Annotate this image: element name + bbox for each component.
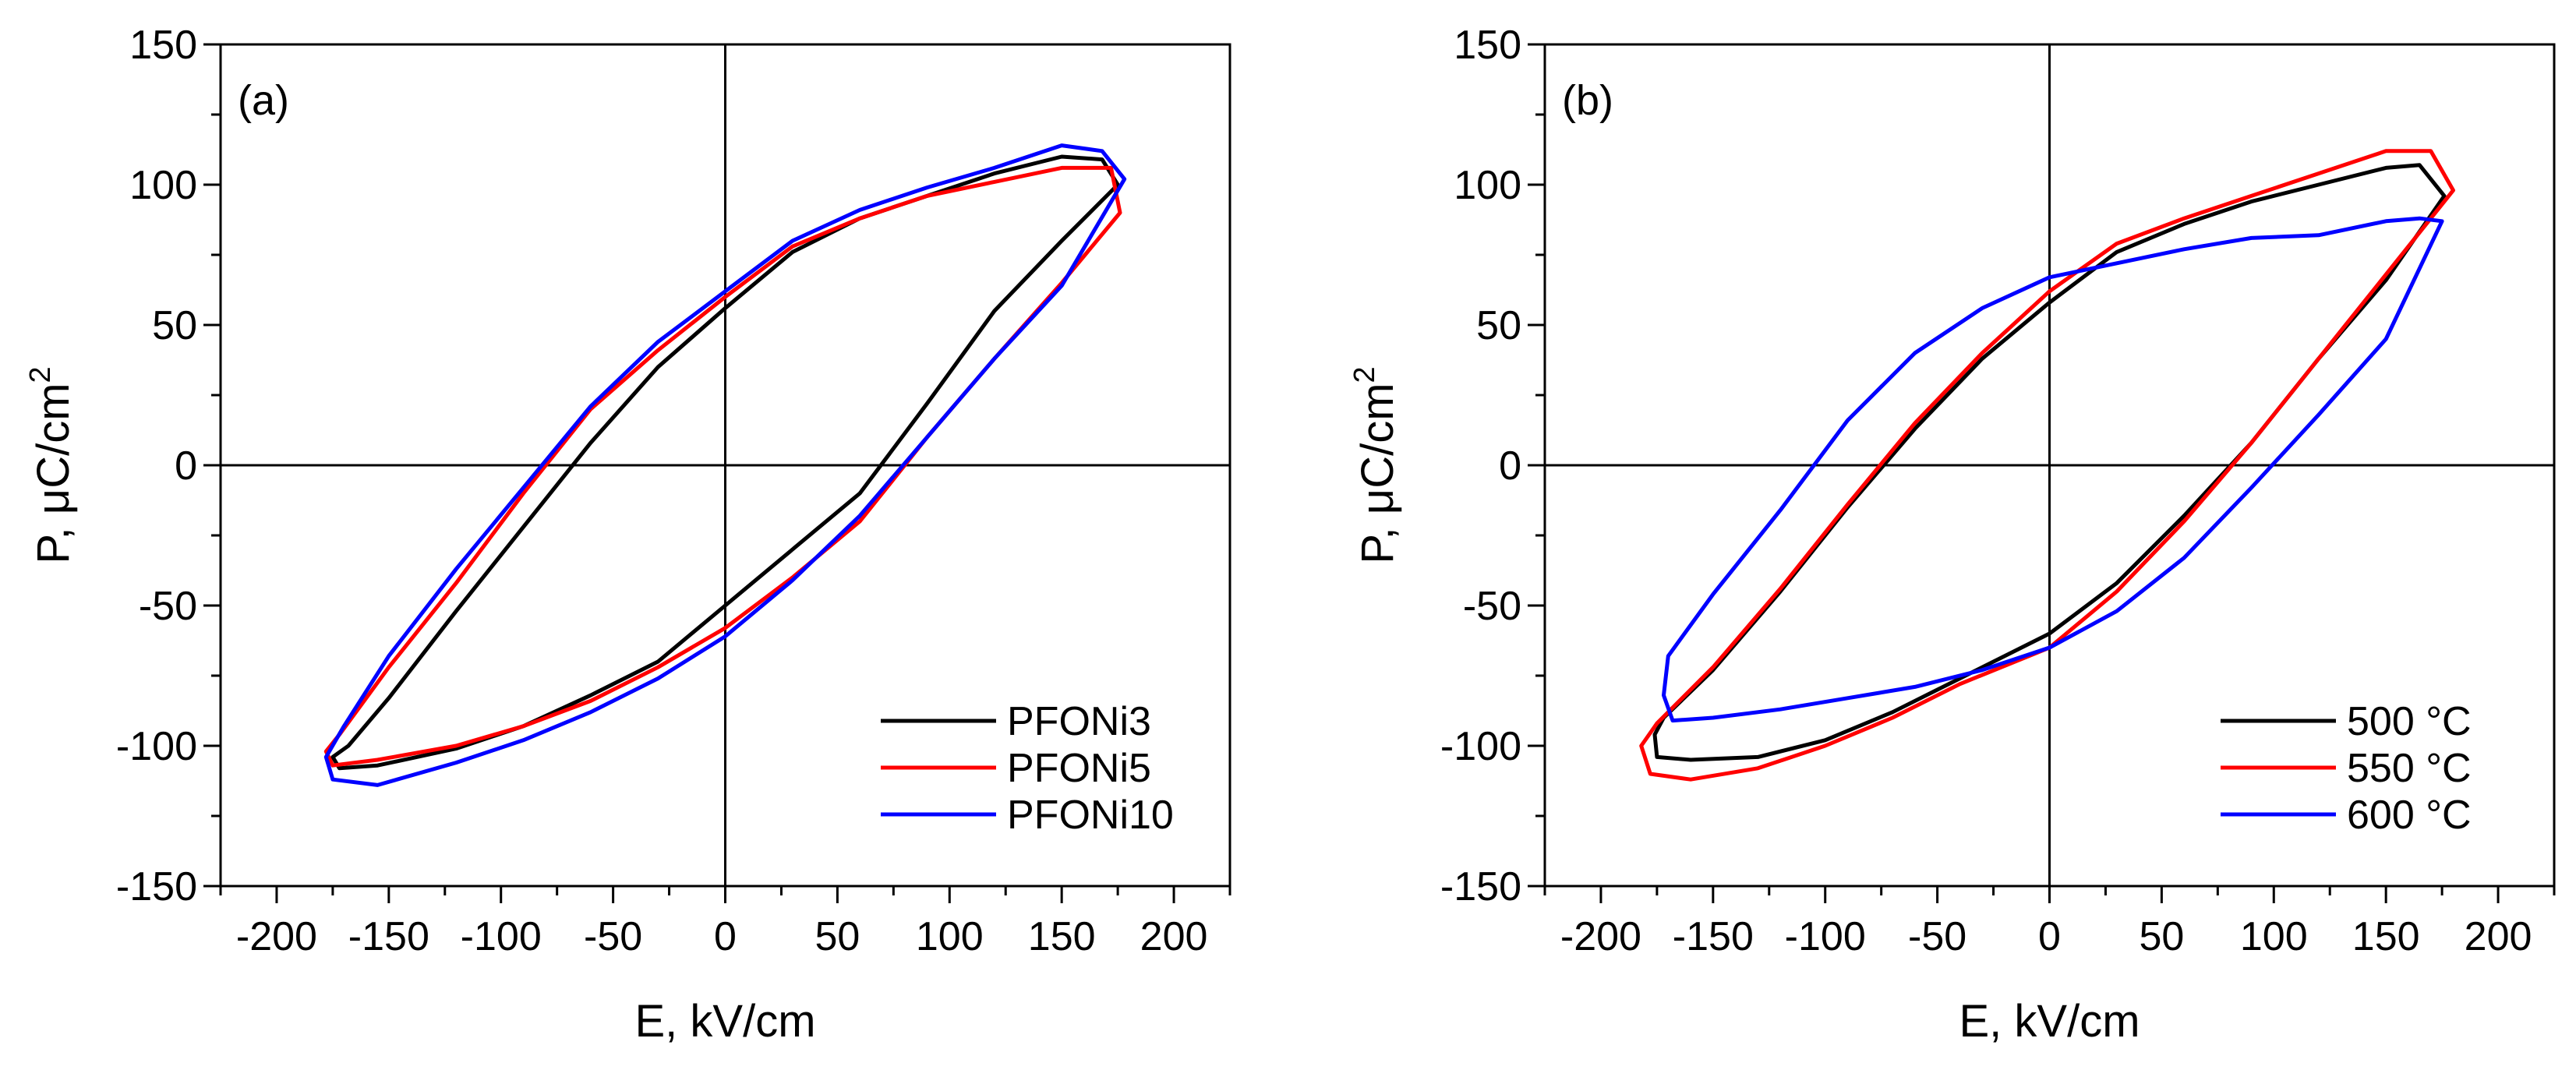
x-tick-label: 150 [2352, 914, 2420, 959]
x-tick-label: -50 [1908, 914, 1966, 959]
y-axis-label: P, μC/cm2 [1348, 366, 1403, 563]
y-tick-label: -150 [116, 864, 197, 909]
legend-label: PFONi5 [1007, 746, 1151, 791]
series-line-pfoni10 [323, 143, 1127, 787]
chart-panel-b: -200 -150 -100 -50 0 50 100 150 200 -150 -100 -50 0 5… [1348, 23, 2556, 1047]
x-tick-label: -100 [1785, 914, 1866, 959]
y-tick-label: 100 [129, 163, 197, 208]
y-tick-label: 150 [129, 23, 197, 68]
y-tick-label: -50 [139, 584, 197, 629]
x-tick-label: 0 [714, 914, 737, 959]
x-tick-label: 0 [2038, 914, 2061, 959]
chart-panel-a: -200 -150 -100 -50 0 50 100 150 200 -150 -100 -50 0 5… [24, 23, 1231, 1047]
x-tick-label: 50 [814, 914, 860, 959]
y-axis-label-text: P, μC/cm [28, 383, 79, 563]
y-tick-label: -100 [116, 724, 197, 769]
y-axis-label-text: P, μC/cm [1352, 383, 1403, 563]
y-tick-label: 0 [175, 443, 197, 489]
x-axis-label: E, kV/cm [634, 996, 815, 1047]
x-axis-label: E, kV/cm [1959, 996, 2140, 1047]
x-tick-label: 100 [916, 914, 984, 959]
x-tick-label: 150 [1028, 914, 1096, 959]
legend-label: 600 °C [2347, 793, 2472, 838]
x-tick-label: -100 [461, 914, 542, 959]
y-tick-label: -150 [1440, 864, 1521, 909]
legend-label: PFONi10 [1007, 793, 1174, 838]
legend-label: PFONi3 [1007, 699, 1151, 744]
panel-label: (b) [1562, 77, 1613, 124]
legend-label: 550 °C [2347, 746, 2472, 791]
y-axis-label-superscript: 2 [1348, 366, 1381, 383]
series-line-pfoni5 [323, 165, 1122, 768]
x-tick-label: 200 [1140, 914, 1208, 959]
y-tick-label: 50 [152, 303, 197, 348]
x-tick-label: -200 [236, 914, 317, 959]
y-tick-label: -50 [1463, 584, 1521, 629]
panel-label: (a) [238, 77, 289, 124]
series-line-500-c [1652, 163, 2447, 762]
x-tick-label: 50 [2139, 914, 2184, 959]
legend-label: 500 °C [2347, 699, 2472, 744]
y-tick-label: 150 [1454, 23, 1521, 68]
x-tick-label: -200 [1560, 914, 1641, 959]
y-axis-label-superscript: 2 [24, 366, 57, 383]
y-axis-label: P, μC/cm2 [24, 366, 79, 563]
y-tick-label: 50 [1476, 303, 1521, 348]
x-tick-label: -150 [1673, 914, 1754, 959]
x-tick-label: 200 [2465, 914, 2532, 959]
series-line-550-c [1639, 149, 2455, 782]
x-tick-label: -50 [584, 914, 642, 959]
y-tick-label: -100 [1440, 724, 1521, 769]
y-tick-label: 0 [1499, 443, 1521, 489]
y-tick-label: 100 [1454, 163, 1521, 208]
series-line-600-c [1662, 216, 2444, 723]
x-tick-label: 100 [2240, 914, 2308, 959]
x-tick-label: -150 [348, 914, 429, 959]
